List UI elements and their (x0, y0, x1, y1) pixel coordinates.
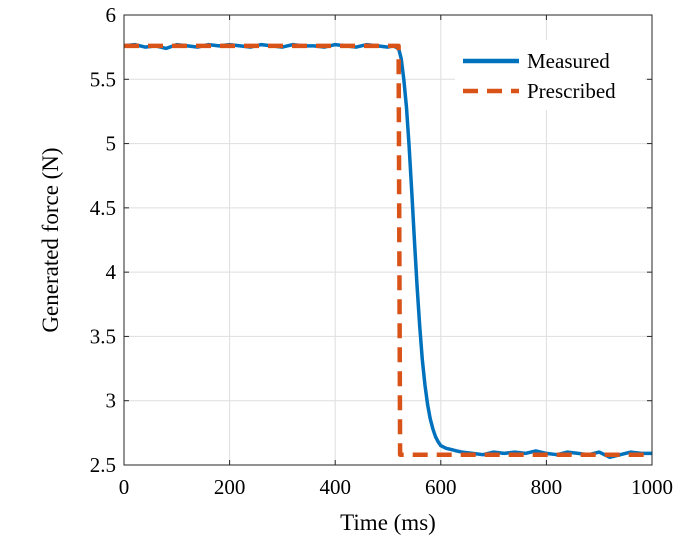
y-tick-label: 5.5 (90, 67, 116, 91)
x-tick-label: 400 (319, 475, 351, 499)
legend-box (455, 40, 645, 110)
y-tick-label: 4.5 (90, 196, 116, 220)
y-tick-label: 4 (106, 260, 117, 284)
series-layer (123, 42, 652, 460)
legend-label-measured: Measured (527, 49, 610, 73)
y-tick-label: 3.5 (90, 324, 116, 348)
y-tick-label: 6 (106, 3, 117, 27)
x-tick-label: 800 (531, 475, 563, 499)
legend-label-prescribed: Prescribed (527, 79, 616, 103)
y-tick-label: 2.5 (90, 453, 116, 477)
x-tick-label: 600 (425, 475, 457, 499)
x-tick-label: 1000 (631, 475, 673, 499)
plot-frame (123, 14, 653, 466)
y-tick-labels: 2.5 3 3.5 4 4.5 5 5.5 6 (90, 3, 117, 477)
y-tick-label: 3 (106, 389, 117, 413)
y-axis-title: Generated force (N) (38, 147, 63, 332)
legend: Measured Prescribed (455, 40, 645, 110)
y-tick-label: 5 (106, 132, 117, 156)
x-tick-label: 0 (119, 475, 130, 499)
x-axis-title: Time (ms) (340, 510, 436, 535)
series-line-measured (123, 42, 652, 460)
x-tick-labels: 0 200 400 600 800 1000 (119, 475, 673, 499)
x-tick-label: 200 (214, 475, 246, 499)
